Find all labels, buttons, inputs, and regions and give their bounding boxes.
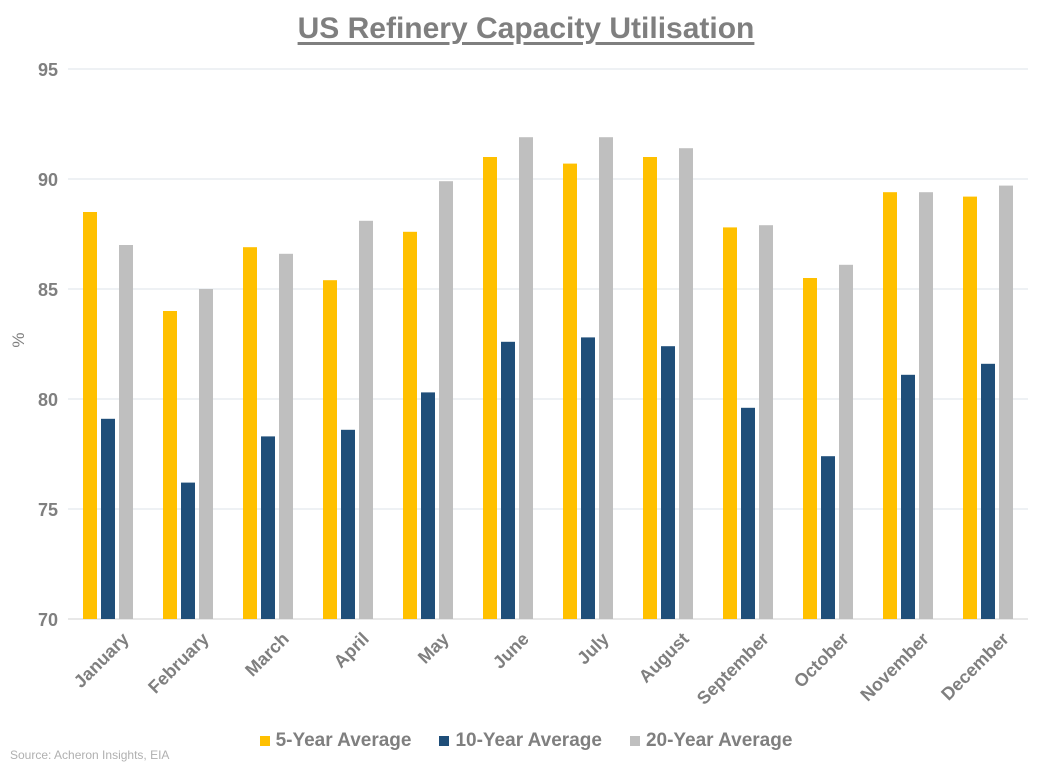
legend-swatch-5-year <box>259 736 270 746</box>
bar <box>741 407 755 619</box>
legend-swatch-10-year <box>439 736 450 746</box>
x-tick-label: July <box>573 629 613 669</box>
x-tick-label: June <box>489 629 533 673</box>
legend-swatch-20-year <box>629 736 640 746</box>
bar <box>563 163 577 619</box>
x-tick-label: August <box>635 629 693 687</box>
bar <box>821 456 835 619</box>
bar <box>439 181 453 619</box>
bar <box>163 311 177 619</box>
x-tick-label: May <box>414 629 453 668</box>
legend-label-20-year: 20-Year Average <box>645 730 793 751</box>
x-tick-label: October <box>790 629 853 692</box>
bar <box>519 137 533 619</box>
bar <box>919 192 933 619</box>
bar <box>359 220 373 620</box>
bar <box>483 157 497 619</box>
y-tick-label: 95 <box>38 60 58 80</box>
bar <box>83 212 97 619</box>
legend-item-20-year[interactable]: 20-Year Average <box>629 730 793 752</box>
chart-title: US Refinery Capacity Utilisation <box>297 12 755 45</box>
bar <box>581 337 595 619</box>
y-tick-label: 75 <box>38 500 58 520</box>
bar <box>403 231 417 620</box>
bar <box>661 346 675 619</box>
x-tick-label: September <box>693 629 773 709</box>
y-axis-label: % <box>9 332 28 347</box>
bar <box>421 392 435 619</box>
bar <box>679 148 693 619</box>
y-tick-label: 80 <box>38 390 58 410</box>
legend-item-10-year[interactable]: 10-Year Average <box>439 730 602 752</box>
bar <box>119 245 133 619</box>
legend-label-10-year: 10-Year Average <box>455 730 602 751</box>
x-tick-label: November <box>856 629 932 705</box>
bar-chart: 70 75 80 85 90 95% January February March April Ma… <box>9 60 1028 709</box>
x-tick-label: December <box>937 629 1013 705</box>
bar <box>883 192 897 619</box>
bar <box>261 436 275 619</box>
bar <box>963 196 977 619</box>
x-tick-label: April <box>330 629 373 672</box>
bar <box>181 482 195 619</box>
bar <box>279 253 293 620</box>
bar <box>341 429 355 619</box>
y-tick-label: 70 <box>38 610 58 630</box>
legend-item-5-year[interactable]: 5-Year Average <box>259 730 412 752</box>
bar <box>243 247 257 619</box>
bar <box>839 264 853 619</box>
bar <box>803 278 817 619</box>
bar <box>599 137 613 619</box>
bar <box>323 280 337 619</box>
bar <box>759 225 773 619</box>
bar <box>501 341 515 619</box>
bar <box>981 363 995 619</box>
y-tick-label: 85 <box>38 280 58 300</box>
x-tick-label: March <box>241 629 293 681</box>
bar <box>999 185 1013 619</box>
bar <box>901 374 915 619</box>
bar <box>723 227 737 619</box>
y-tick-label: 90 <box>38 170 58 190</box>
source-note: Source: Acheron Insights, EIA <box>10 748 170 762</box>
legend: 5-Year Average 10-Year Average 20-Year A… <box>0 730 1052 752</box>
bar <box>199 289 213 619</box>
x-tick-label: February <box>144 629 213 698</box>
bar <box>101 418 115 619</box>
legend-label-5-year: 5-Year Average <box>275 730 412 751</box>
x-tick-label: January <box>70 629 133 692</box>
bar <box>643 157 657 619</box>
